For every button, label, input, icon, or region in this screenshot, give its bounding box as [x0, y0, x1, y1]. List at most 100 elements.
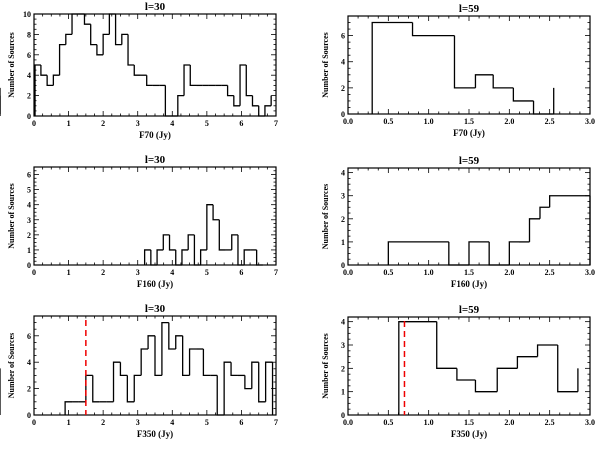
histogram-bin [181, 249, 189, 265]
histogram-bin [90, 24, 97, 46]
histogram-bin [119, 362, 128, 377]
histogram-bin [453, 35, 476, 89]
x-tick-label: 4 [170, 268, 174, 277]
x-tick-label: 2.5 [545, 268, 555, 277]
histogram-bin [245, 65, 253, 97]
y-tick-label: 4 [27, 71, 31, 80]
x-tick-label: 2.5 [545, 117, 555, 126]
x-tick-label: 2.0 [504, 117, 514, 126]
x-tick-label: 0.5 [383, 418, 393, 427]
panel-title: l=59 [459, 304, 480, 316]
histogram-bin [146, 75, 153, 87]
histogram-bin [549, 195, 590, 208]
histogram-bin [64, 401, 73, 415]
histogram-bin [154, 335, 162, 377]
histogram-bin [121, 33, 129, 45]
y-axis-label: Number of Sources [7, 32, 16, 97]
histogram-bin [230, 362, 238, 377]
histogram-bin [71, 13, 79, 35]
x-tick-label: 7 [274, 268, 278, 277]
y-tick-label: 8 [27, 30, 31, 39]
y-tick-label: 2 [341, 84, 345, 93]
histogram-bin [177, 94, 185, 116]
y-tick-label: 4 [27, 358, 31, 367]
y-tick-label: 5 [27, 186, 31, 195]
y-tick-label: 2 [341, 364, 345, 373]
y-tick-label: 3 [341, 192, 345, 201]
histogram-bin [258, 362, 266, 403]
histogram-bin [133, 65, 141, 76]
panel-6: l=59 0.0 0.5 1.0 1.5 2.0 2.5 3.0 0 1 2 3 4 F350 (Jy) N… [0, 304, 595, 439]
histogram-bin [474, 74, 494, 88]
y-tick-label: 0 [341, 110, 345, 119]
histogram-bin [237, 234, 245, 266]
x-tick-label: 2.5 [545, 418, 555, 427]
y-axis-label: Number of Sources [321, 333, 330, 398]
y-tick-label: 6 [27, 332, 31, 341]
y-tick-label: 6 [341, 32, 345, 41]
histogram-bin [496, 367, 518, 392]
x-tick-label: 1.5 [464, 268, 474, 277]
y-tick-label: 10 [23, 10, 31, 19]
x-tick-label: 2 [101, 418, 105, 427]
x-tick-label: 3 [136, 418, 140, 427]
panel-title: l=30 [145, 154, 166, 166]
x-tick-label: 0.5 [383, 117, 393, 126]
histogram-bin [536, 344, 558, 357]
panel-title: l=30 [145, 1, 166, 13]
histogram-bin [133, 374, 142, 402]
histogram-bin [140, 348, 149, 376]
panel-2: l=59 0.0 0.5 1.0 1.5 2.0 2.5 3.0 0 2 4 6 F70 (Jy) Num… [0, 3, 595, 138]
histogram-bin [532, 100, 554, 115]
y-tick-label: 0 [27, 411, 31, 420]
histogram-bin [108, 13, 116, 35]
x-axis-label: F350 (Jy) [137, 429, 173, 439]
y-tick-label: 4 [341, 169, 345, 178]
histogram-bin [65, 33, 73, 45]
panel-4: l=59 0.0 0.5 1.0 1.5 2.0 2.5 3.0 0 1 2 3 4 F160 (Jy) N… [321, 155, 595, 289]
y-tick-label: 2 [341, 215, 345, 224]
y-tick-label: 2 [27, 385, 31, 394]
histogram-bin [492, 74, 514, 89]
x-tick-label: 2 [101, 268, 105, 277]
y-tick-label: 4 [27, 201, 31, 210]
x-tick-label: 0 [32, 268, 36, 277]
y-tick-label: 6 [27, 171, 31, 180]
histogram-bin [371, 21, 413, 114]
x-tick-label: 6 [239, 268, 243, 277]
histogram-bin [218, 219, 226, 251]
histogram-bin [46, 75, 54, 87]
x-tick-label: 0.0 [343, 418, 353, 427]
histogram-bin [212, 204, 220, 221]
histogram-bin [168, 322, 176, 350]
histogram-bin [40, 65, 48, 76]
x-axis-label: F160 (Jy) [451, 279, 487, 289]
y-tick-label: 3 [27, 216, 31, 225]
x-tick-label: 3.0 [585, 418, 595, 427]
x-tick-label: 0.0 [343, 268, 353, 277]
y-tick-label: 4 [341, 318, 345, 327]
x-tick-label: 1.0 [424, 117, 434, 126]
x-tick-label: 1.0 [424, 268, 434, 277]
histogram-bin [387, 241, 449, 265]
y-tick-label: 0 [27, 112, 31, 121]
histogram-bin [112, 361, 121, 402]
panel-title: l=59 [459, 3, 480, 15]
histogram-bin [436, 321, 457, 369]
x-tick-label: 4 [170, 119, 174, 128]
y-tick-label: 0 [341, 411, 345, 420]
histogram-bin [512, 87, 534, 102]
histogram-bin [231, 234, 238, 250]
x-tick-label: 0 [32, 418, 36, 427]
histogram-bin [251, 361, 259, 389]
histogram-bin [147, 335, 155, 349]
histogram-bin [114, 14, 122, 46]
histogram-bin [164, 85, 172, 117]
y-tick-label: 0 [341, 261, 345, 270]
x-axis-label: F160 (Jy) [137, 279, 173, 289]
histogram-bin [539, 206, 550, 219]
y-axis-label: Number of Sources [7, 183, 16, 248]
histogram-bin [255, 249, 263, 266]
y-tick-label: 0 [27, 261, 31, 270]
